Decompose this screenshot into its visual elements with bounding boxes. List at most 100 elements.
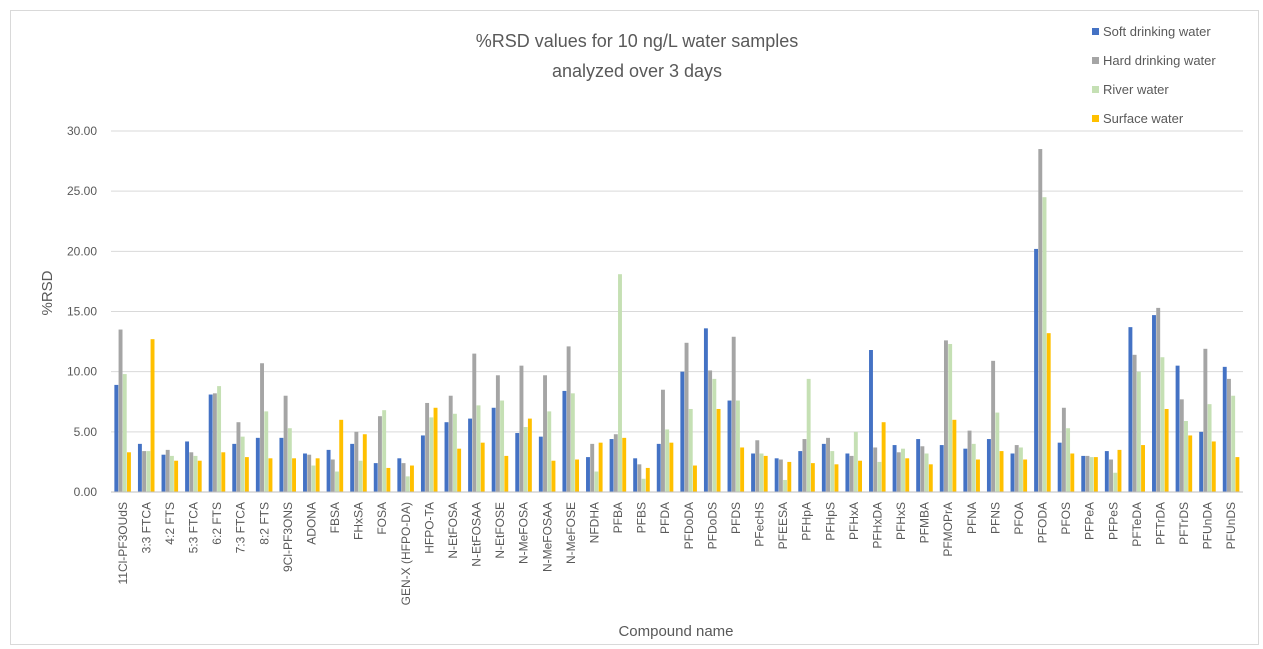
bar-hard-drinking-water-pfoa: [1014, 445, 1019, 492]
bar-river-water-pfhxa: [853, 431, 858, 492]
bar-hard-drinking-water-pftrda: [1156, 307, 1161, 492]
bar-river-water-11cl-pf3ouds: [122, 374, 127, 492]
bar-hard-drinking-water-pfda: [660, 389, 665, 492]
gridlines: [111, 130, 1243, 433]
x-tick-label: PFTeDA: [1130, 502, 1144, 547]
bar-soft-drinking-water-pftrds: [1175, 365, 1180, 492]
bar-surface-water-11cl-pf3ouds: [127, 452, 131, 492]
bar-river-water-pfpea: [1089, 457, 1094, 492]
x-tick-label: PFUnDA: [1201, 502, 1215, 549]
bar-river-water-8-2-fts: [264, 411, 269, 492]
bars: [114, 149, 1240, 493]
x-tick-label: PFDoDS: [705, 502, 719, 549]
bar-surface-water-pfhxs: [905, 458, 910, 492]
bar-soft-drinking-water-9cl-pf3ons: [279, 437, 284, 492]
bar-surface-water-5-3-ftca: [197, 460, 202, 492]
bar-river-water-pfpes: [1113, 472, 1118, 492]
bar-river-water-pfda: [665, 429, 670, 492]
bar-river-water-pfoa: [1018, 447, 1023, 492]
bar-soft-drinking-water-pfdoda: [680, 371, 685, 492]
bar-river-water-5-3-ftca: [193, 455, 198, 492]
x-tick-label: PFODA: [1036, 502, 1050, 543]
y-tick-label: 10.00: [67, 365, 97, 379]
axes: 0.00 5.00 10.00 15.00 20.00 25.00 30.00 11Cl-PF…: [67, 124, 1243, 605]
bar-hard-drinking-water-pftrds: [1179, 399, 1184, 492]
bar-surface-water-pfhps: [834, 464, 839, 492]
bar-surface-water-n-mefose: [575, 459, 579, 492]
bar-surface-water-pfhxda: [881, 422, 886, 492]
bar-hard-drinking-water-pfdoda: [684, 342, 689, 492]
bar-hard-drinking-water-pfdods: [708, 370, 713, 492]
bar-hard-drinking-water-n-mefosa: [519, 365, 524, 492]
bar-surface-water-adona: [315, 458, 320, 492]
bar-hard-drinking-water-pfbs: [637, 464, 642, 492]
bar-hard-drinking-water-pfechs: [755, 440, 760, 492]
bar-soft-drinking-water-pfda: [656, 443, 661, 492]
bar-soft-drinking-water-pfoda: [1034, 248, 1039, 492]
bar-river-water-n-etfosaa: [476, 405, 481, 492]
bar-hard-drinking-water-pfunda: [1203, 348, 1208, 492]
bar-river-water-pfhpa: [806, 378, 811, 492]
bar-river-water-pfns: [995, 412, 1000, 492]
bar-soft-drinking-water-nfdha: [586, 457, 590, 492]
bar-river-water-9cl-pf3ons: [287, 428, 292, 492]
bar-soft-drinking-water-3-3-ftca: [137, 443, 142, 492]
x-tick-label: NFDHA: [587, 502, 601, 543]
x-tick-label: GEN-X (HFPO-DA): [399, 502, 413, 605]
bar-soft-drinking-water-pfpea: [1081, 455, 1086, 492]
bar-river-water-fhxsa: [358, 460, 363, 492]
bar-soft-drinking-water-fbsa: [326, 449, 331, 492]
bar-river-water-pfhxs: [901, 448, 905, 492]
bar-soft-drinking-water-gen-x-hfpo-da: [397, 458, 402, 492]
bar-surface-water-6-2-fts: [221, 452, 226, 492]
x-axis-title: Compound name: [618, 623, 733, 640]
x-tick-label: FHxSA: [352, 502, 366, 540]
bar-river-water-pfeesa: [783, 479, 788, 492]
bar-surface-water-pfpea: [1093, 457, 1098, 492]
x-tick-label: FBSA: [328, 502, 342, 533]
bar-soft-drinking-water-pfds: [727, 400, 732, 492]
bar-hard-drinking-water-pfds: [731, 336, 736, 492]
bar-hard-drinking-water-pfunds: [1226, 378, 1231, 492]
bar-surface-water-pfunds: [1235, 457, 1240, 492]
bar-river-water-gen-x-hfpo-da: [405, 476, 410, 492]
bar-surface-water-pfda: [669, 442, 674, 492]
bar-hard-drinking-water-n-etfosaa: [472, 353, 477, 492]
x-tick-label: 3:3 FTCA: [139, 502, 153, 553]
legend-swatch-hard-drinking-water: [1092, 57, 1099, 64]
bar-river-water-pftrds: [1184, 421, 1188, 492]
bar-river-water-pfunda: [1207, 404, 1212, 492]
bar-river-water-pfoda: [1042, 197, 1047, 492]
bar-soft-drinking-water-11cl-pf3ouds: [114, 384, 119, 492]
bar-hard-drinking-water-n-mefosaa: [543, 375, 547, 492]
bar-surface-water-pfunda: [1211, 441, 1216, 492]
x-tick-label: 5:3 FTCA: [187, 502, 201, 553]
x-tick-label: N-MeFOSA: [517, 502, 531, 564]
y-tick-label: 30.00: [67, 124, 97, 138]
bar-river-water-6-2-fts: [217, 386, 222, 492]
bar-surface-water-pfhxa: [858, 460, 862, 492]
x-tick-label: 4:2 FTS: [163, 502, 177, 545]
bar-soft-drinking-water-pfhps: [821, 443, 826, 492]
x-tick-label: PFDoDA: [682, 502, 696, 549]
x-tick-label: PFDA: [658, 502, 672, 534]
bar-river-water-pfechs: [759, 453, 764, 492]
legend-label-surface-water: Surface water: [1103, 111, 1184, 126]
bar-surface-water-gen-x-hfpo-da: [410, 465, 414, 492]
bar-hard-drinking-water-pfhps: [826, 437, 830, 492]
bar-river-water-n-mefosa: [523, 427, 528, 492]
bar-river-water-pfds: [735, 400, 740, 492]
bar-soft-drinking-water-pfhpa: [798, 451, 803, 492]
bar-soft-drinking-water-pftrda: [1152, 315, 1156, 492]
bar-soft-drinking-water-pfna: [963, 448, 968, 492]
bar-hard-drinking-water-pfhxda: [873, 447, 878, 492]
x-tick-label: N-EtFOSA: [446, 502, 460, 559]
chart-title-line-1: %RSD values for 10 ng/L water samples: [476, 31, 798, 51]
legend-swatch-surface-water: [1092, 115, 1099, 122]
y-tick-label: 20.00: [67, 244, 97, 258]
x-tick-label: PFBS: [635, 502, 649, 533]
bar-surface-water-n-etfosa: [457, 448, 462, 492]
bar-hard-drinking-water-9cl-pf3ons: [283, 395, 288, 492]
bar-hard-drinking-water-11cl-pf3ouds: [118, 329, 123, 492]
x-tick-label: 11Cl-PF3OUdS: [116, 502, 130, 584]
